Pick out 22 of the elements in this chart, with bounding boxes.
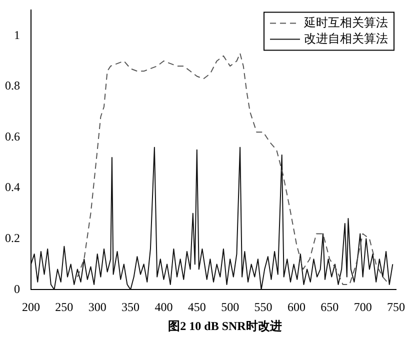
x-tick-label: 500 [221, 300, 240, 314]
caption: 图2 10 dB SNR时改进 [167, 318, 283, 335]
y-tick-label: 0.8 [5, 78, 20, 93]
x-tick-label: 200 [22, 300, 40, 314]
y-tick-label: 0 [14, 282, 20, 296]
x-tick-label: 400 [154, 300, 173, 314]
y-tick-label: 0.6 [5, 129, 20, 144]
x-tick-label: 350 [122, 300, 140, 314]
legend-label: 改进自相关算法 [304, 31, 388, 46]
y-tick-label: 1 [14, 28, 20, 42]
y-tick-label: 0.2 [5, 230, 20, 245]
line-series [76, 52, 390, 286]
x-tick-label: 450 [188, 300, 206, 314]
y-tick-label: 0.4 [5, 180, 20, 194]
x-tick-label: 300 [88, 300, 106, 314]
x-tick-label: 250 [55, 300, 74, 314]
x-tick-label: 600 [287, 300, 306, 314]
x-tick-label: 750 [387, 300, 405, 314]
x-tick-label: 700 [354, 300, 372, 314]
x-tick-label: 650 [320, 300, 339, 314]
x-tick-label: 550 [254, 300, 272, 314]
legend-label: 延时互相关算法 [303, 15, 388, 30]
